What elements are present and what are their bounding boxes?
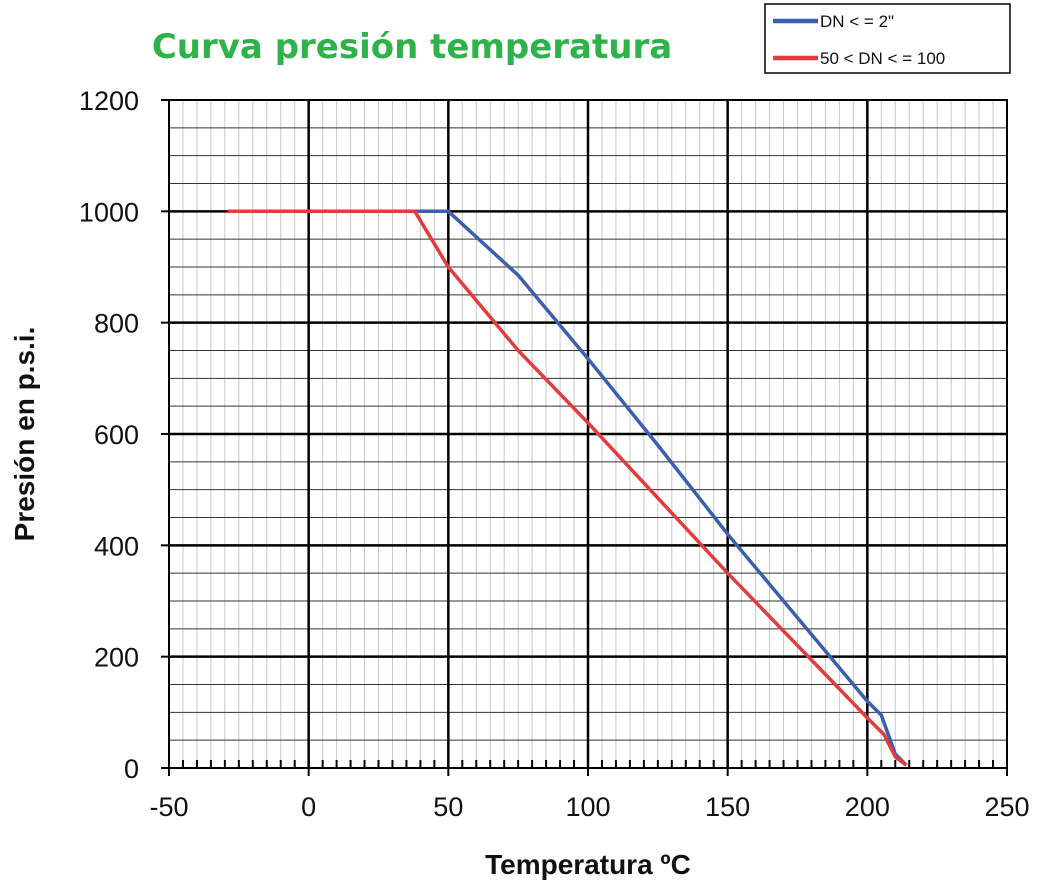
- x-tick-label: 150: [705, 792, 750, 822]
- y-tick-label: 600: [94, 420, 139, 450]
- y-tick-label: 800: [94, 309, 139, 339]
- y-axis-title: Presión en p.s.i.: [9, 327, 40, 542]
- y-tick-label: 1200: [79, 86, 139, 116]
- legend-label-2: 50 < DN < = 100: [820, 49, 945, 68]
- legend-box: [764, 3, 1011, 74]
- y-tick-label: 0: [124, 754, 139, 784]
- x-tick-labels: -50 0 50 100 150 200 250: [149, 792, 1029, 822]
- chart-title: Curva presión temperatura: [152, 27, 672, 67]
- x-tick-label: 50: [433, 792, 463, 822]
- plot-frame: [168, 99, 1008, 769]
- tick-marks: [161, 99, 1008, 776]
- y-tick-labels: 0 200 400 600 800 1000 1200: [79, 86, 139, 784]
- y-tick-label: 200: [94, 643, 139, 673]
- legend: DN < = 2" 50 < DN < = 100: [764, 3, 1011, 74]
- x-tick-label: 100: [565, 792, 610, 822]
- series-line-1: [414, 209, 908, 767]
- legend-label-1: DN < = 2": [820, 12, 894, 31]
- x-tick-label: 0: [301, 792, 316, 822]
- series-line-2: [227, 209, 908, 767]
- y-tick-label: 1000: [79, 197, 139, 227]
- x-tick-label: 250: [984, 792, 1029, 822]
- x-axis-title: Temperatura ºC: [485, 849, 691, 880]
- y-tick-label: 400: [94, 531, 139, 561]
- x-tick-label: -50: [149, 792, 188, 822]
- series-lines: [227, 209, 908, 767]
- x-tick-label: 200: [845, 792, 890, 822]
